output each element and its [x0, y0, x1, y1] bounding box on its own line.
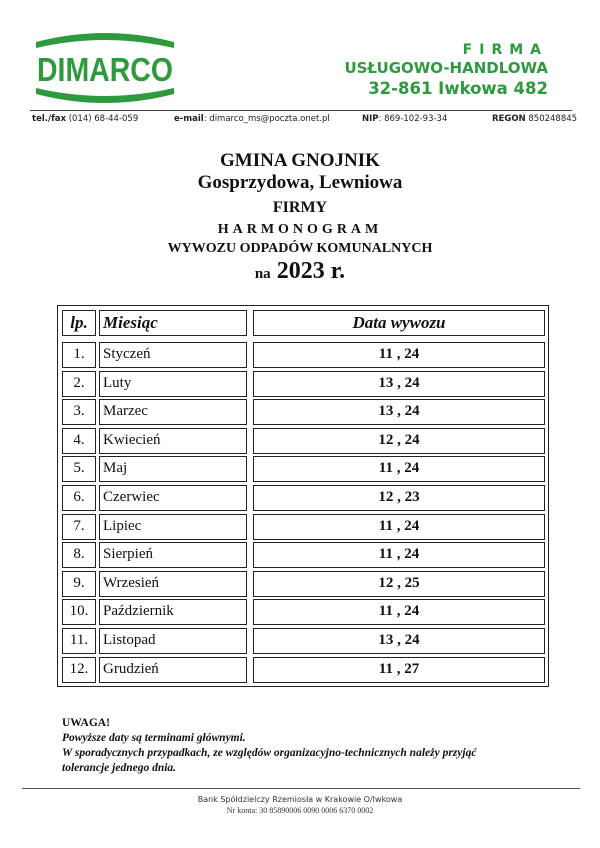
nip-label: NIP — [362, 114, 379, 124]
header-cell: Miesiąc — [99, 310, 247, 336]
row-dates: 13 , 24 — [253, 370, 545, 397]
row-month: Marzec — [99, 399, 247, 426]
row-month: Wrzesień — [99, 570, 247, 597]
row-dates: 13 , 24 — [253, 399, 545, 426]
row-month: Luty — [99, 370, 247, 397]
dimarco-logo: DIMARCO — [36, 33, 174, 103]
footer-divider — [22, 788, 580, 789]
note-line: tolerancje jednego dnia. — [62, 762, 177, 774]
row-number: 6. — [62, 485, 96, 511]
title-year: na 2023 r. — [0, 258, 600, 285]
regon-value: 850248845 — [528, 114, 578, 124]
row-number: 2. — [62, 370, 96, 397]
regon-label: REGON — [492, 114, 526, 124]
svg-text:DIMARCO: DIMARCO — [37, 51, 173, 88]
row-month: Październik — [99, 599, 247, 626]
email-value: dimarco_ms@poczta.onet.pl — [209, 114, 330, 124]
row-number: 9. — [62, 570, 96, 597]
title-firmy: FIRMY — [272, 199, 328, 216]
firm-info: FIRMA USŁUGOWO-HANDLOWA 32-861 Iwkowa 48… — [344, 42, 548, 98]
nip-value: 869-102-93-34 — [384, 114, 448, 124]
row-dates: 13 , 24 — [253, 628, 545, 654]
row-month: Styczeń — [99, 342, 247, 368]
row-number: 8. — [62, 542, 96, 569]
row-number: 5. — [62, 456, 96, 483]
firm-line2: USŁUGOWO-HANDLOWA — [344, 59, 548, 77]
bank-name: Bank Spółdzielczy Rzemiosła w Krakowie O… — [197, 795, 403, 804]
title-harmonogram: HARMONOGRAM — [217, 222, 383, 237]
row-number: 1. — [62, 342, 96, 368]
row-dates: 11 , 24 — [253, 456, 545, 483]
row-month: Czerwiec — [99, 485, 247, 511]
header-cell: lp. — [62, 310, 96, 336]
row-month: Grudzień — [99, 656, 247, 683]
year-value: 2023 r. — [276, 258, 346, 284]
tel-value: (014) 68-44-059 — [68, 114, 139, 124]
row-dates: 11 , 24 — [253, 542, 545, 569]
row-month: Listopad — [99, 628, 247, 654]
row-number: 7. — [62, 513, 96, 540]
title-villages: Gosprzydowa, Lewniowa — [197, 172, 403, 193]
row-dates: 11 , 24 — [253, 599, 545, 626]
row-month: Sierpień — [99, 542, 247, 569]
row-dates: 11 , 27 — [253, 656, 545, 683]
row-dates: 12 , 24 — [253, 427, 545, 454]
row-month: Maj — [99, 456, 247, 483]
firm-line1: FIRMA — [462, 42, 548, 58]
row-number: 11. — [62, 628, 96, 654]
row-number: 4. — [62, 427, 96, 454]
row-month: Lipiec — [99, 513, 247, 540]
row-number: 3. — [62, 399, 96, 426]
year-prefix: na — [254, 266, 271, 282]
row-month: Kwiecień — [99, 427, 247, 454]
tel-label: tel./fax — [32, 114, 66, 124]
row-number: 12. — [62, 656, 96, 683]
bank-account: Nr konta: 30 85890006 0090 0006 6370 000… — [226, 806, 374, 815]
firm-address: 32-861 Iwkowa 482 — [368, 79, 548, 98]
header-cell: Data wywozu — [253, 310, 545, 336]
note-line: W sporadycznych przypadkach, ze względów… — [62, 747, 477, 759]
title-subject: WYWOZU ODPADÓW KOMUNALNYCH — [167, 241, 433, 256]
row-dates: 11 , 24 — [253, 342, 545, 368]
row-dates: 12 , 23 — [253, 485, 545, 511]
schedule-table: lp. Miesiąc Data wywozu 1. Styczeń 11 , 24 2. L… — [57, 305, 549, 687]
note: UWAGA! Powyższe daty są terminami główny… — [62, 716, 476, 776]
email-label: e-mail — [174, 114, 204, 124]
header-divider — [30, 110, 572, 111]
note-line: Powyższe daty są terminami głównymi. — [62, 732, 246, 744]
title-gmina: GMINA GNOJNIK — [220, 150, 380, 171]
row-number: 10. — [62, 599, 96, 626]
row-dates: 12 , 25 — [253, 570, 545, 597]
row-dates: 11 , 24 — [253, 513, 545, 540]
note-heading: UWAGA! — [62, 717, 110, 729]
